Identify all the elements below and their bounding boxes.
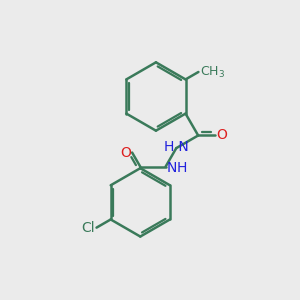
Text: N: N — [174, 140, 189, 154]
Text: CH$_3$: CH$_3$ — [200, 64, 225, 80]
Text: O: O — [120, 146, 130, 160]
Text: H: H — [177, 161, 187, 175]
Text: H: H — [164, 140, 174, 154]
Text: O: O — [216, 128, 227, 142]
Text: Cl: Cl — [81, 220, 95, 235]
Text: N: N — [167, 161, 177, 175]
